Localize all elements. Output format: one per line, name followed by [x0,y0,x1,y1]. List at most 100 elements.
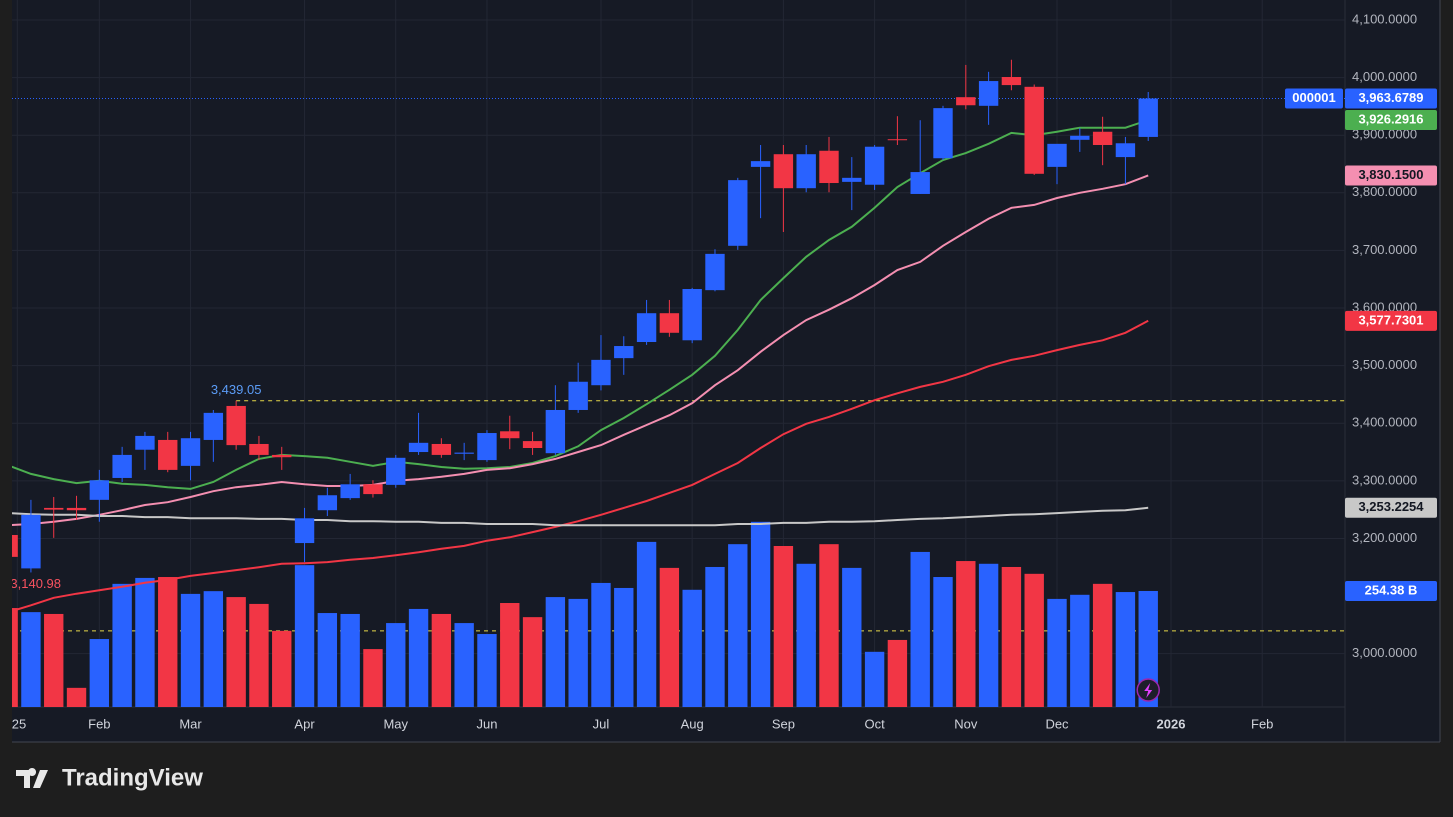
candle-body [44,507,64,510]
y-tick-label: 3,000.0000 [1352,645,1417,660]
volume-bar [1070,594,1090,707]
volume-bar [750,521,771,707]
volume-last-label-box [1345,580,1437,601]
volume-bar [614,587,634,707]
candle-body [636,313,657,343]
candle-body [89,480,110,500]
candle-body [614,346,634,359]
candle-body [340,484,360,499]
candle-body [933,108,953,159]
volume-bar [21,612,41,707]
candle-body [226,405,246,446]
candle-body [659,313,680,333]
x-tick-label: Jun [476,716,497,731]
candle-body [1138,98,1158,137]
candle-body [363,484,383,495]
candle-body [796,154,816,189]
candle-body [1092,131,1113,145]
logo-text: TradingView [62,764,203,791]
volume-bar [500,603,520,707]
series-last-label: 3,926.2916 [1358,111,1423,126]
y-tick-label: 4,000.0000 [1352,69,1417,84]
volume-bar [180,593,201,707]
candle-body [477,433,497,461]
candle-body [12,534,18,557]
volume-bar [773,545,794,707]
volume-bar [796,563,816,707]
volume-bar [386,623,406,707]
candle-body [408,442,429,453]
volume-bar [568,598,588,707]
series-last-label: 3,253.2254 [1358,499,1424,514]
candle-body [431,443,452,455]
candle-body [568,381,588,410]
y-tick-label: 3,300.0000 [1352,472,1417,487]
volume-bar [1138,590,1158,707]
plot-area: 3,439.05 3,140.98 [10,59,1345,707]
candle-body [500,431,520,439]
y-tick-label: 3,400.0000 [1352,415,1417,430]
x-tick-label: Apr [294,716,315,731]
candle-body [1001,77,1022,86]
logo-icon [16,768,48,788]
moving-average-line [12,319,1149,613]
candle-body [750,161,771,167]
candle-body [545,409,566,454]
logo: TradingView [16,764,203,791]
candle-body [1115,143,1136,158]
y-tick-label: 4,100.0000 [1352,11,1417,26]
volume-bar [158,577,178,707]
volume-bar [226,597,246,707]
candle-body [454,452,474,454]
x-tick-label: Feb [88,716,110,731]
volume-bar [819,544,839,707]
candle-body [112,454,132,478]
y-tick-label: 3,200.0000 [1352,530,1417,545]
volume-bar [363,649,383,707]
moving-average-line [12,506,1149,527]
candle-body [956,97,976,106]
volume-bar [340,613,360,707]
volume-bar [1001,566,1022,707]
candle-body [317,495,338,511]
volume-bar [249,603,269,707]
low-annotation: 3,140.98 [10,576,61,591]
volume-bar [728,544,748,707]
x-tick-label: Mar [179,716,202,731]
candle-body [728,180,748,246]
y-tick-label: 3,600.0000 [1352,299,1417,314]
volume-bar [682,589,702,707]
volume-last-label: 254.38 B [1365,582,1418,597]
last-price-label-box [1345,88,1437,109]
volume-bar [12,608,18,707]
volume-bar [978,563,999,707]
volume-bar [431,613,452,707]
x-tick-label: Feb [1251,716,1273,731]
symbol-label: 000001 [1292,90,1335,105]
x-tick-label: 25 [12,716,26,731]
candle-body [591,359,611,386]
candle-body [1047,143,1067,167]
volume-bar [408,608,429,707]
volume-bar [956,561,976,707]
candle-body [887,139,908,141]
series-last-label-box [1345,497,1437,518]
candle-body [1070,135,1090,140]
volume-bar [842,567,862,707]
candle-body [1024,86,1044,174]
volume-bar [887,639,908,707]
volume-bar [89,639,110,707]
series-last-label: 3,830.1500 [1358,167,1423,182]
candle-body [864,146,885,185]
symbol-box [1285,88,1343,109]
candle-body [66,507,87,511]
last-price-label: 3,963.6789 [1358,90,1423,105]
candle-body [682,289,702,341]
volume-bar [636,541,657,707]
candle-body [249,443,269,455]
volume-bar [1047,598,1067,707]
grid [12,0,1345,707]
x-tick-label: Aug [681,716,704,731]
